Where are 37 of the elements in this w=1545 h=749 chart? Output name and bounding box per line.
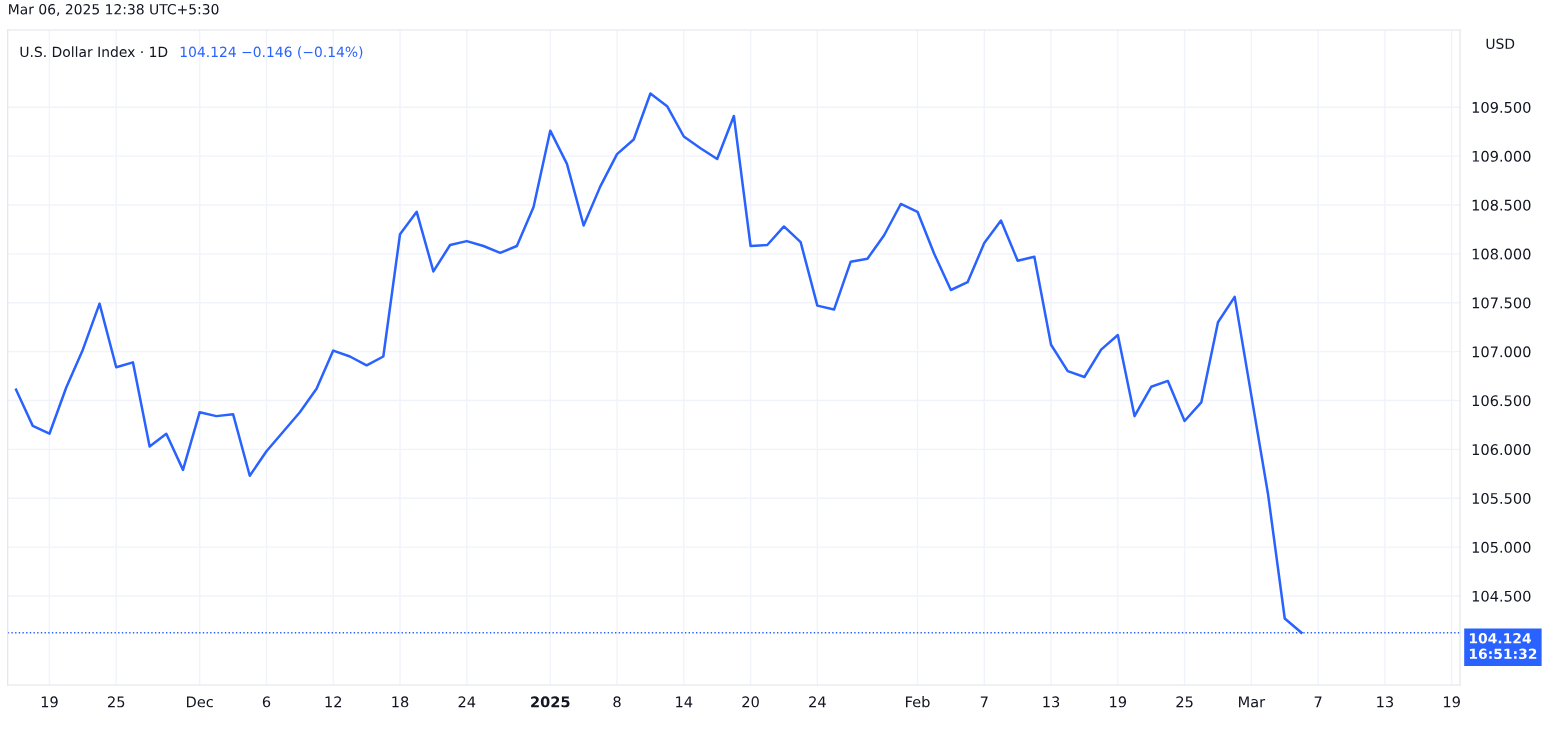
x-tick-label: 14: [676, 696, 693, 708]
text: U.S. Dollar Index · 1D: [20, 46, 168, 58]
x-tick-label: 8: [613, 696, 621, 708]
x-tick-label: 24: [458, 696, 476, 708]
y-tick-label: 109.500: [1472, 101, 1531, 113]
x-tick-label: 19: [1110, 696, 1127, 708]
x-tick-label: 7: [1314, 696, 1322, 708]
y-tick-label: 109.000: [1472, 150, 1531, 162]
x-tick-label: Dec: [187, 696, 213, 708]
y-tick-label: 108.500: [1472, 199, 1531, 211]
y-tick-label: 106.000: [1472, 444, 1531, 456]
x-tick-label: 25: [108, 696, 125, 708]
text: 104.124 −0.146 (−0.14%): [180, 46, 363, 59]
x-tick-label: 19: [41, 696, 58, 708]
x-tick-label: Feb: [906, 696, 930, 708]
x-tick-label: 12: [325, 696, 342, 708]
x-tick-label: 2025: [531, 696, 570, 708]
x-tick-label: 13: [1377, 696, 1394, 708]
y-tick-label: 107.000: [1472, 346, 1531, 358]
y-tick-label: 108.000: [1472, 248, 1531, 260]
x-tick-label: 19: [1444, 696, 1460, 708]
x-tick-label: Mar: [1239, 696, 1266, 708]
y-tick-label: 107.500: [1472, 297, 1531, 309]
y-tick-label: 106.500: [1472, 395, 1531, 407]
x-tick-label: 18: [392, 696, 409, 708]
y-tick-label: 105.500: [1472, 492, 1531, 504]
x-tick-label: 6: [262, 696, 271, 708]
x-tick-label: 24: [809, 696, 826, 708]
x-tick-label: 7: [980, 696, 988, 708]
x-tick-label: 25: [1176, 696, 1193, 708]
y-tick-label: 105.000: [1472, 541, 1531, 553]
text: Mar 06, 2025 12:38 UTC+5:30: [9, 3, 219, 16]
x-tick-label: 13: [1043, 696, 1060, 708]
x-tick-label: 20: [742, 696, 759, 708]
y-tick-label: 104.500: [1472, 590, 1531, 602]
ref-line-label: 104.124 16:51:32: [1469, 633, 1537, 660]
text: USD: [1486, 38, 1515, 49]
